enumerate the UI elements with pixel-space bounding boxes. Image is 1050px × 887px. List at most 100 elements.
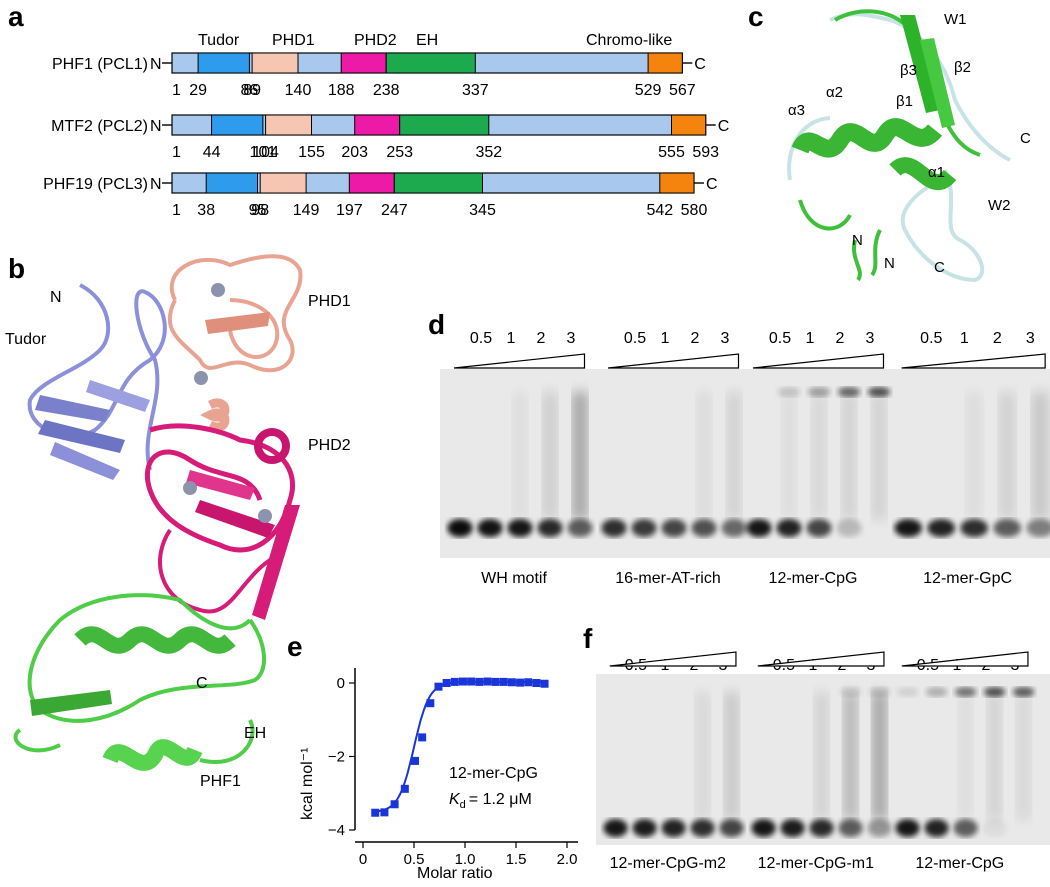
ratio-label: 0.5 xyxy=(769,330,791,347)
itc-point xyxy=(467,677,476,686)
structure-b-phf1-label: PHF1 xyxy=(200,773,241,790)
residue-tick: 593 xyxy=(692,144,719,161)
ratio-label: 3 xyxy=(866,330,875,347)
itc-point xyxy=(475,677,484,686)
c-terminus-label: C xyxy=(694,56,706,73)
itc-point xyxy=(483,677,492,686)
free-dna-band xyxy=(601,519,627,537)
panel-label-c: c xyxy=(748,1,764,32)
residue-tick: 29 xyxy=(189,82,207,99)
structure-c-label-a3: α3 xyxy=(788,102,805,119)
residue-tick: 98 xyxy=(251,202,269,219)
phd1-domain-coil xyxy=(167,254,303,373)
residue-tick: 542 xyxy=(646,202,673,219)
residue-tick: 197 xyxy=(336,202,363,219)
itc-point xyxy=(507,678,516,687)
itc-x-tick-label: 2.0 xyxy=(557,851,578,868)
residue-tick: 140 xyxy=(285,82,312,99)
smear xyxy=(572,392,588,520)
phd1-beta-strand xyxy=(205,312,270,334)
structure-b-phd2-label: PHD2 xyxy=(308,437,351,454)
domain-header-labels: Tudor PHD1 PHD2 EH Chromo-like xyxy=(198,32,672,49)
smear xyxy=(958,692,973,820)
zinc-ion-1 xyxy=(211,283,225,297)
panel-label-f: f xyxy=(583,623,593,654)
structure-b-eh-label: EH xyxy=(244,725,266,742)
itc-x-tick-label: 0.5 xyxy=(404,851,425,868)
residue-tick: 1 xyxy=(172,144,181,161)
gel-f-bands xyxy=(603,687,1035,837)
residue-tick: 155 xyxy=(298,144,325,161)
gel-lane-label: 12-mer-CpG xyxy=(769,570,858,587)
free-dna-band xyxy=(537,519,563,537)
beta3-strand xyxy=(900,15,940,113)
domain-tudor xyxy=(205,172,258,194)
domain-label-eh: EH xyxy=(416,32,438,49)
eh-coil-2 xyxy=(13,719,255,764)
smear xyxy=(512,392,528,520)
itc-point xyxy=(434,682,443,691)
residue-tick: 529 xyxy=(635,82,662,99)
itc-point xyxy=(442,679,451,687)
ratio-label: 3 xyxy=(1026,330,1035,347)
alpha1-helix xyxy=(889,157,957,191)
ratio-label: 0.5 xyxy=(470,330,492,347)
phd1-domain-coil-2 xyxy=(228,298,280,359)
eh-beta-strand xyxy=(30,690,112,716)
free-dna-band xyxy=(691,519,717,537)
free-dna-band xyxy=(838,819,863,837)
residue-tick: 101 xyxy=(250,144,277,161)
gel-d-bands xyxy=(447,387,1050,537)
itc-x-tick-label: 1.0 xyxy=(455,851,476,868)
tudor-beta-strand-3 xyxy=(50,442,120,480)
domain-phd2 xyxy=(340,52,387,74)
free-dna-band xyxy=(982,819,1007,837)
gel-d: 0.5 1 2 3 0.5 1 2 3 0.5 1 2 3 0.5 1 2 3 WH motif 16-mer-… xyxy=(440,330,1050,587)
free-dna-band xyxy=(661,519,687,537)
smear xyxy=(843,692,858,820)
residue-tick: 1 xyxy=(172,202,181,219)
phd2-beta-strand-2 xyxy=(186,470,255,500)
concentration-wedge xyxy=(752,353,885,369)
itc-x-tick-label: 0 xyxy=(359,851,367,868)
residue-tick: 253 xyxy=(386,144,413,161)
itc-kd-sub: d xyxy=(460,799,466,811)
smear xyxy=(1016,692,1031,820)
ratio-label: 3 xyxy=(567,330,576,347)
structure-b-c-terminus: C xyxy=(196,675,208,692)
c-terminus-label: C xyxy=(706,176,718,193)
ratio-label: 0.5 xyxy=(920,330,942,347)
c-terminus-label: C xyxy=(718,118,730,135)
protein-name: PHF19 (PCL3) xyxy=(43,176,148,193)
zinc-ion-4 xyxy=(258,509,272,523)
ratio-label: 2 xyxy=(836,330,845,347)
free-dna-band xyxy=(953,819,978,837)
structure-c-label-b3: β3 xyxy=(900,62,917,79)
structure-b-phd1-label: PHD1 xyxy=(308,293,351,310)
domain-phd1 xyxy=(259,172,307,194)
smear xyxy=(696,392,712,520)
itc-data-points xyxy=(371,677,549,817)
free-dna-band xyxy=(477,519,503,537)
free-dna-band xyxy=(746,519,772,537)
free-dna-band xyxy=(1026,519,1050,537)
itc-point xyxy=(540,679,549,688)
free-dna-band xyxy=(447,519,473,537)
ratio-label: 2 xyxy=(691,330,700,347)
free-dna-band xyxy=(567,519,593,537)
residue-tick: 352 xyxy=(475,144,502,161)
itc-ticks: 0 0.5 1.0 1.5 2.0 0 −2 −4 xyxy=(328,675,578,868)
itc-x-axis-label: Molar ratio xyxy=(417,865,493,882)
domain-phd2 xyxy=(348,172,395,194)
tudor-beta-strand-4 xyxy=(86,380,150,412)
smear xyxy=(871,392,887,520)
domain-chromo xyxy=(659,172,695,194)
alpha3-helix xyxy=(791,118,943,158)
free-dna-band xyxy=(927,519,956,537)
residue-tick: 188 xyxy=(328,82,355,99)
free-dna-band xyxy=(603,819,628,837)
